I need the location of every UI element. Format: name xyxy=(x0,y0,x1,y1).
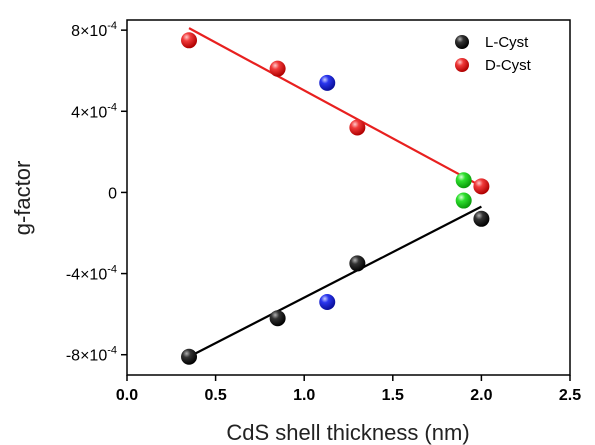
fit-line-l-cyst xyxy=(188,205,482,358)
x-tick-label: 2.5 xyxy=(559,387,581,404)
legend: L-Cyst D-Cyst xyxy=(455,34,532,74)
data-point-series-3 xyxy=(455,192,472,209)
data-point-series-1 xyxy=(181,32,198,49)
legend-marker xyxy=(455,58,469,72)
y-tick-label: 4×10-4 xyxy=(71,101,117,121)
legend-label: L-Cyst xyxy=(485,34,529,51)
y-tick-label: -8×10-4 xyxy=(66,345,117,365)
y-axis-title: g-factor xyxy=(10,161,35,236)
data-points xyxy=(181,32,490,365)
data-point-series-1 xyxy=(473,178,490,195)
legend-marker xyxy=(455,35,469,49)
data-point-series-0 xyxy=(181,348,198,365)
data-point-series-1 xyxy=(269,60,286,77)
x-tick-label: 2.0 xyxy=(470,387,492,404)
x-axis-ticks: 0.0 0.5 1.0 1.5 2.0 2.5 xyxy=(116,375,581,404)
y-tick-label: 0 xyxy=(108,185,117,202)
data-point-series-3 xyxy=(455,172,472,189)
x-tick-label: 0.5 xyxy=(204,387,226,404)
data-point-series-1 xyxy=(349,119,366,136)
y-tick-label: 8×10-4 xyxy=(71,20,117,40)
data-point-series-0 xyxy=(473,210,490,227)
x-tick-label: 1.5 xyxy=(382,387,404,404)
legend-label: D-Cyst xyxy=(485,57,532,74)
y-tick-label: -4×10-4 xyxy=(66,264,117,284)
data-point-series-0 xyxy=(349,255,366,272)
y-axis-ticks: 8×10-4 4×10-4 0 -4×10-4 -8×10-4 xyxy=(66,20,127,365)
fit-line-d-cyst xyxy=(188,27,482,188)
x-tick-label: 0.0 xyxy=(116,387,138,404)
data-point-series-0 xyxy=(269,310,286,327)
plot-area-border xyxy=(126,19,571,376)
data-point-series-2 xyxy=(319,293,336,310)
fit-lines xyxy=(188,27,482,358)
x-axis-title: CdS shell thickness (nm) xyxy=(226,420,469,445)
data-point-series-2 xyxy=(319,74,336,91)
x-tick-label: 1.0 xyxy=(293,387,315,404)
plot-frame xyxy=(126,19,571,376)
